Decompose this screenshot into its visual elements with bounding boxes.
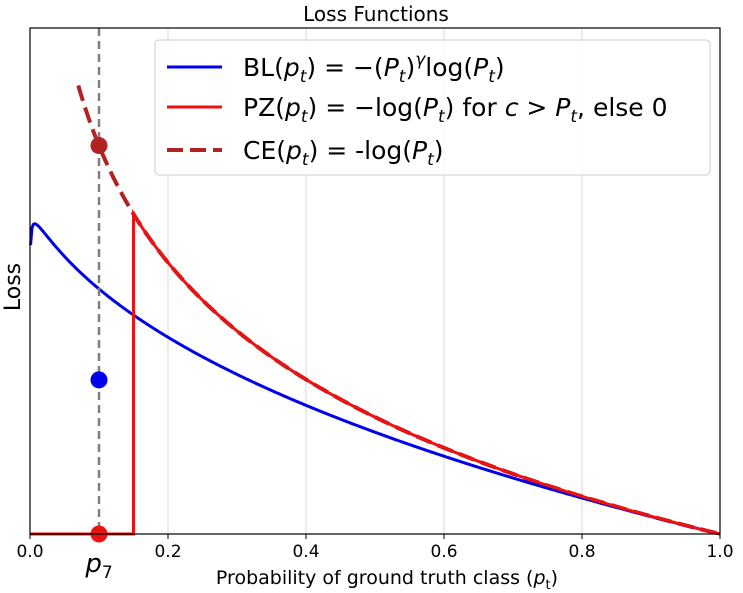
marker-x-label: p7: [84, 549, 112, 583]
legend-label-pz: PZ(pt) = −log(Pt) for c > Pt, else 0: [243, 93, 668, 127]
x-tick-label: 0.6: [430, 542, 457, 562]
x-tick-label: 1.0: [706, 542, 733, 562]
marker-dot-ce: [90, 137, 108, 155]
x-tick-label: 0.0: [16, 542, 43, 562]
y-axis-label: Loss: [1, 263, 26, 311]
legend-box: [154, 39, 711, 176]
marker-dot-bl: [90, 371, 108, 389]
series-layer: [29, 84, 721, 536]
series-line-pz: [30, 208, 721, 536]
chart-title: Loss Functions: [303, 2, 449, 26]
x-axis-ticks: 0.0 0.2 0.4 0.6 0.8 1.0: [16, 534, 734, 562]
plot-frame: [29, 27, 721, 535]
x-tick-label: 0.8: [568, 542, 595, 562]
legend-label-bl: BL(pt) = −(Pt)γlog(Pt): [243, 50, 505, 87]
x-axis-label: Probability of ground truth class (pt): [216, 567, 558, 593]
x-tick-label: 0.4: [292, 542, 319, 562]
legend: BL(pt) = −(Pt)γlog(Pt) PZ(pt) = −log(Pt)…: [154, 39, 711, 176]
legend-label-ce: CE(pt) = -log(Pt): [243, 136, 444, 170]
x-tick-label: 0.2: [154, 542, 181, 562]
